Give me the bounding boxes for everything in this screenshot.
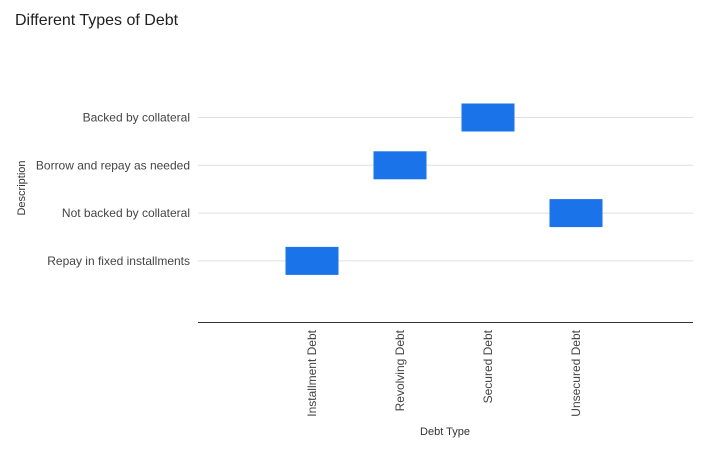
- chart-title: Different Types of Debt: [15, 12, 179, 29]
- y-axis-label: Description: [16, 160, 28, 215]
- y-tick-label: Borrow and repay as needed: [36, 158, 190, 172]
- x-tick-label: Secured Debt: [481, 329, 495, 403]
- y-tick-label: Repay in fixed installments: [47, 254, 190, 268]
- x-tick-labels: Installment Debt Revolving Debt Secured De…: [305, 329, 583, 416]
- gridlines: [198, 117, 693, 262]
- x-axis-label: Debt Type: [420, 426, 470, 438]
- y-tick-label: Not backed by collateral: [62, 206, 190, 220]
- y-tick-label: Backed by collateral: [83, 111, 190, 125]
- x-tick-label: Installment Debt: [305, 329, 319, 416]
- data-point-installment-debt: [285, 246, 339, 275]
- x-tick-label: Revolving Debt: [393, 329, 407, 411]
- data-point-revolving-debt: [373, 151, 427, 180]
- x-tick-label: Unsecured Debt: [569, 329, 583, 416]
- y-tick-labels: Backed by collateral Borrow and repay as …: [36, 111, 190, 268]
- data-marks: [285, 103, 603, 275]
- data-point-secured-debt: [461, 103, 515, 132]
- data-point-unsecured-debt: [549, 199, 603, 228]
